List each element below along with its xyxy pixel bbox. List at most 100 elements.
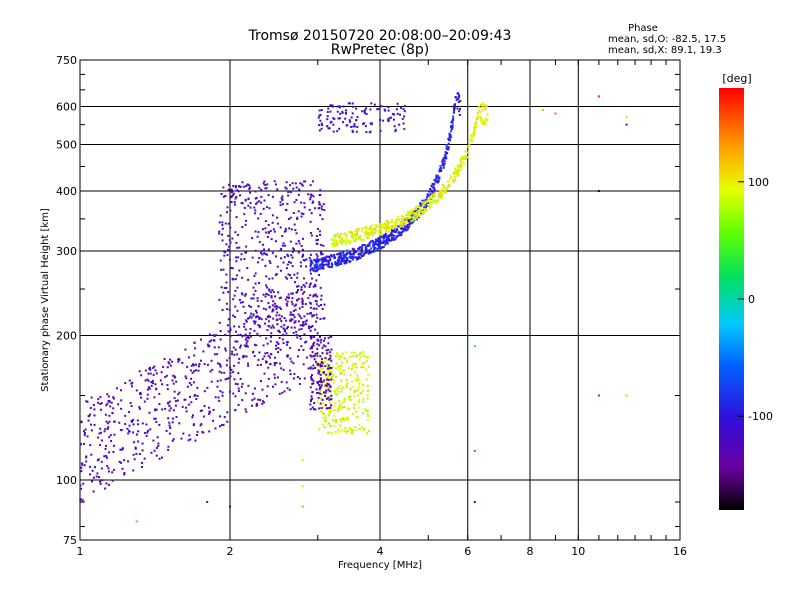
- data-point: [243, 257, 246, 260]
- data-point: [479, 117, 482, 120]
- data-point: [252, 314, 255, 317]
- data-point: [254, 289, 257, 292]
- data-point: [241, 181, 244, 184]
- data-point: [333, 409, 336, 412]
- data-point: [442, 164, 445, 167]
- data-point: [261, 258, 264, 261]
- data-point: [80, 466, 83, 469]
- data-point: [336, 410, 339, 413]
- y-tick-label: 200: [56, 330, 77, 343]
- data-point: [391, 230, 394, 233]
- data-point: [80, 487, 83, 490]
- data-point: [377, 224, 380, 227]
- data-point: [350, 352, 353, 355]
- data-point: [133, 441, 136, 444]
- data-point: [92, 476, 95, 479]
- data-point: [253, 274, 256, 277]
- data-point: [339, 403, 342, 406]
- data-point: [440, 190, 443, 193]
- data-point: [291, 250, 294, 253]
- data-point: [236, 286, 239, 289]
- data-point: [372, 223, 375, 226]
- data-point: [193, 370, 196, 373]
- isolated-point: [625, 116, 628, 119]
- data-point: [390, 221, 393, 224]
- data-point: [252, 350, 255, 353]
- data-point: [262, 344, 265, 347]
- data-point: [466, 156, 469, 159]
- data-point: [375, 243, 378, 246]
- data-point: [466, 151, 469, 154]
- data-point: [296, 216, 299, 219]
- data-point: [433, 183, 436, 186]
- data-point: [357, 252, 360, 255]
- data-point: [353, 125, 356, 128]
- data-point: [255, 344, 258, 347]
- data-point: [432, 186, 435, 189]
- data-point: [224, 378, 227, 381]
- data-point: [218, 298, 221, 301]
- data-point: [220, 424, 223, 427]
- data-point: [345, 233, 348, 236]
- data-point: [379, 236, 382, 239]
- data-point: [154, 383, 157, 386]
- data-point: [353, 391, 356, 394]
- data-point: [240, 202, 243, 205]
- data-point: [429, 197, 432, 200]
- data-point: [83, 432, 86, 435]
- data-point: [480, 121, 483, 124]
- data-point: [226, 420, 229, 423]
- data-point: [486, 113, 489, 116]
- data-point: [415, 205, 418, 208]
- data-point: [315, 234, 318, 237]
- isolated-point: [473, 345, 476, 348]
- data-point: [354, 256, 357, 259]
- x-tick-label: 4: [377, 545, 384, 558]
- data-point: [370, 102, 373, 105]
- data-point: [352, 362, 355, 365]
- data-point: [429, 205, 432, 208]
- data-point: [315, 253, 318, 256]
- data-point: [143, 400, 146, 403]
- data-point: [452, 176, 455, 179]
- data-point: [155, 408, 158, 411]
- data-point: [399, 234, 402, 237]
- data-point: [338, 400, 341, 403]
- data-point: [90, 423, 93, 426]
- data-point: [398, 232, 401, 235]
- data-point: [407, 219, 410, 222]
- data-point: [394, 225, 397, 228]
- data-point: [459, 159, 462, 162]
- data-point: [258, 241, 261, 244]
- data-point: [295, 303, 298, 306]
- data-point: [325, 263, 328, 266]
- data-point: [342, 419, 345, 422]
- chart-title: Tromsø 20150720 20:08:00–20:09:43: [248, 28, 512, 44]
- data-point: [336, 105, 339, 108]
- data-point: [104, 444, 107, 447]
- data-point: [444, 156, 447, 159]
- data-point: [233, 353, 236, 356]
- data-point: [456, 164, 459, 167]
- data-point: [155, 454, 158, 457]
- data-point: [146, 388, 149, 391]
- data-point: [482, 120, 485, 123]
- data-point: [227, 234, 230, 237]
- data-point: [228, 245, 231, 248]
- data-point: [323, 420, 326, 423]
- data-point: [352, 253, 355, 256]
- data-point: [359, 235, 362, 238]
- data-point: [138, 407, 141, 410]
- data-point: [322, 257, 325, 260]
- data-point: [218, 363, 221, 366]
- data-point: [478, 110, 481, 113]
- x-axis-ticks: 1 2 4 6 8 10 16: [77, 60, 687, 558]
- data-point: [295, 330, 298, 333]
- data-point: [355, 428, 358, 431]
- data-point: [300, 288, 303, 291]
- data-point: [361, 227, 364, 230]
- data-point: [91, 480, 94, 483]
- data-point: [228, 239, 231, 242]
- data-point: [296, 285, 299, 288]
- data-point: [91, 469, 94, 472]
